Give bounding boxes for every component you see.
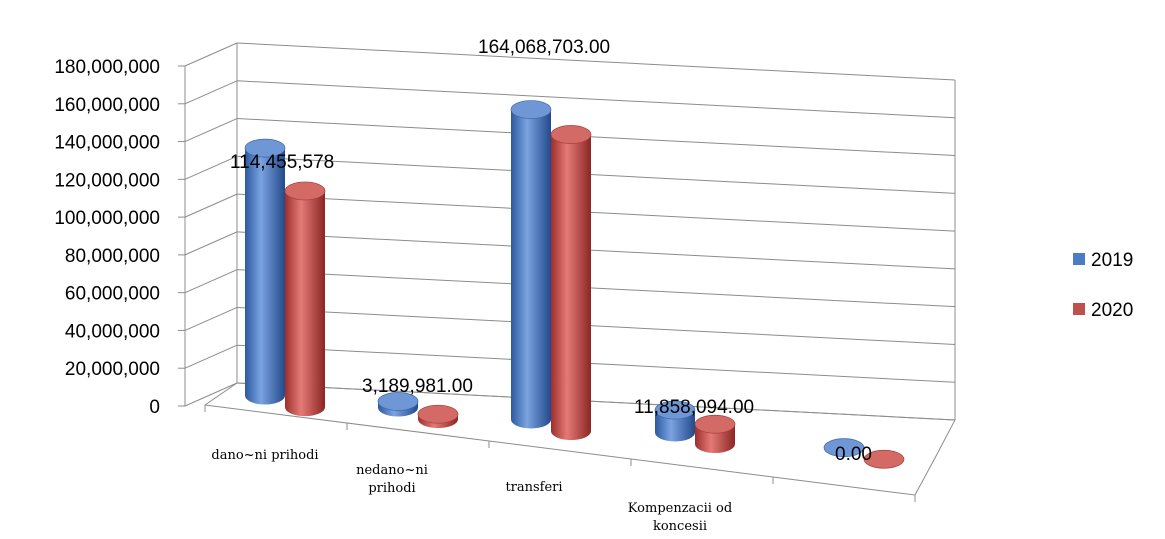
side-gridline — [184, 306, 238, 331]
y-tick-label: 60,000,000 — [65, 284, 160, 305]
category-labels: dano~ni prihodi nedano~ni prihodi transferi… — [211, 448, 732, 534]
cylinder-bar — [285, 190, 325, 417]
cylinder-top — [550, 125, 592, 144]
gridlines — [184, 42, 956, 421]
y-tick-label: 40,000,000 — [65, 321, 160, 342]
data-label: 3,189,981.00 — [362, 376, 473, 397]
cylinder-top — [654, 400, 696, 420]
legend-label: 2019 — [1091, 250, 1133, 271]
legend-swatch — [1073, 253, 1085, 265]
data-label: 164,068,703.00 — [478, 37, 610, 58]
category-label: Kompenzacii od — [628, 501, 732, 516]
category-label: transferi — [505, 480, 562, 495]
data-label: 114,455,578 — [230, 152, 334, 173]
gridline — [236, 42, 956, 81]
legend-swatch — [1073, 303, 1085, 315]
side-gridline — [184, 155, 238, 180]
gridline — [236, 155, 956, 194]
y-tick-label: 80,000,000 — [65, 246, 160, 267]
cylinder-top — [510, 100, 552, 119]
legend: 2019 2020 — [1073, 250, 1133, 321]
category-label: koncesii — [653, 519, 707, 534]
y-tick-label: 160,000,000 — [54, 95, 160, 116]
category-label: nedano~ni — [356, 463, 428, 478]
floor — [204, 382, 956, 496]
cylinder-bar — [511, 109, 551, 429]
category-label: dano~ni prihodi — [211, 448, 318, 463]
side-gridline — [184, 344, 238, 369]
cylinder-top — [694, 414, 736, 434]
cylinder-top — [823, 438, 865, 458]
gridline — [236, 118, 956, 157]
side-gridline — [184, 118, 238, 143]
cylinder-top — [417, 404, 459, 424]
y-tick-label: 20,000,000 — [65, 359, 160, 380]
category-label: prihodi — [368, 481, 415, 496]
data-labels: 114,455,578 3,189,981.00 164,068,703.00 11,… — [230, 37, 872, 465]
side-gridline — [184, 382, 238, 407]
gridline — [236, 344, 956, 383]
side-gridline — [184, 193, 238, 218]
axes: 0 20,000,000 40,000,000 60,000,000 80,000,00… — [54, 43, 956, 502]
bars — [244, 100, 905, 469]
y-tick-label: 0 — [149, 397, 160, 418]
gridline — [236, 80, 956, 119]
legend-label: 2020 — [1091, 300, 1133, 321]
data-label: 11,858,094.00 — [634, 397, 754, 418]
y-tick-label: 140,000,000 — [54, 133, 160, 154]
cylinder-top — [863, 449, 905, 469]
y-tick-label: 100,000,000 — [54, 208, 160, 229]
y-tick-label: 180,000,000 — [54, 57, 160, 78]
gridline — [236, 193, 956, 232]
cylinder-top — [377, 392, 419, 411]
data-label: 0.00 — [835, 444, 872, 465]
side-gridline — [184, 80, 238, 105]
side-gridline — [184, 42, 238, 67]
gridline — [236, 269, 956, 308]
cylinder-bar — [245, 148, 285, 405]
gridline — [236, 231, 956, 270]
gridline — [236, 306, 956, 345]
cylinder-top — [284, 181, 326, 201]
side-gridline — [184, 231, 238, 256]
side-gridline — [184, 269, 238, 294]
y-tick-label: 120,000,000 — [54, 170, 160, 191]
cylinder-bar — [551, 134, 591, 441]
cylinder-top — [244, 138, 286, 158]
